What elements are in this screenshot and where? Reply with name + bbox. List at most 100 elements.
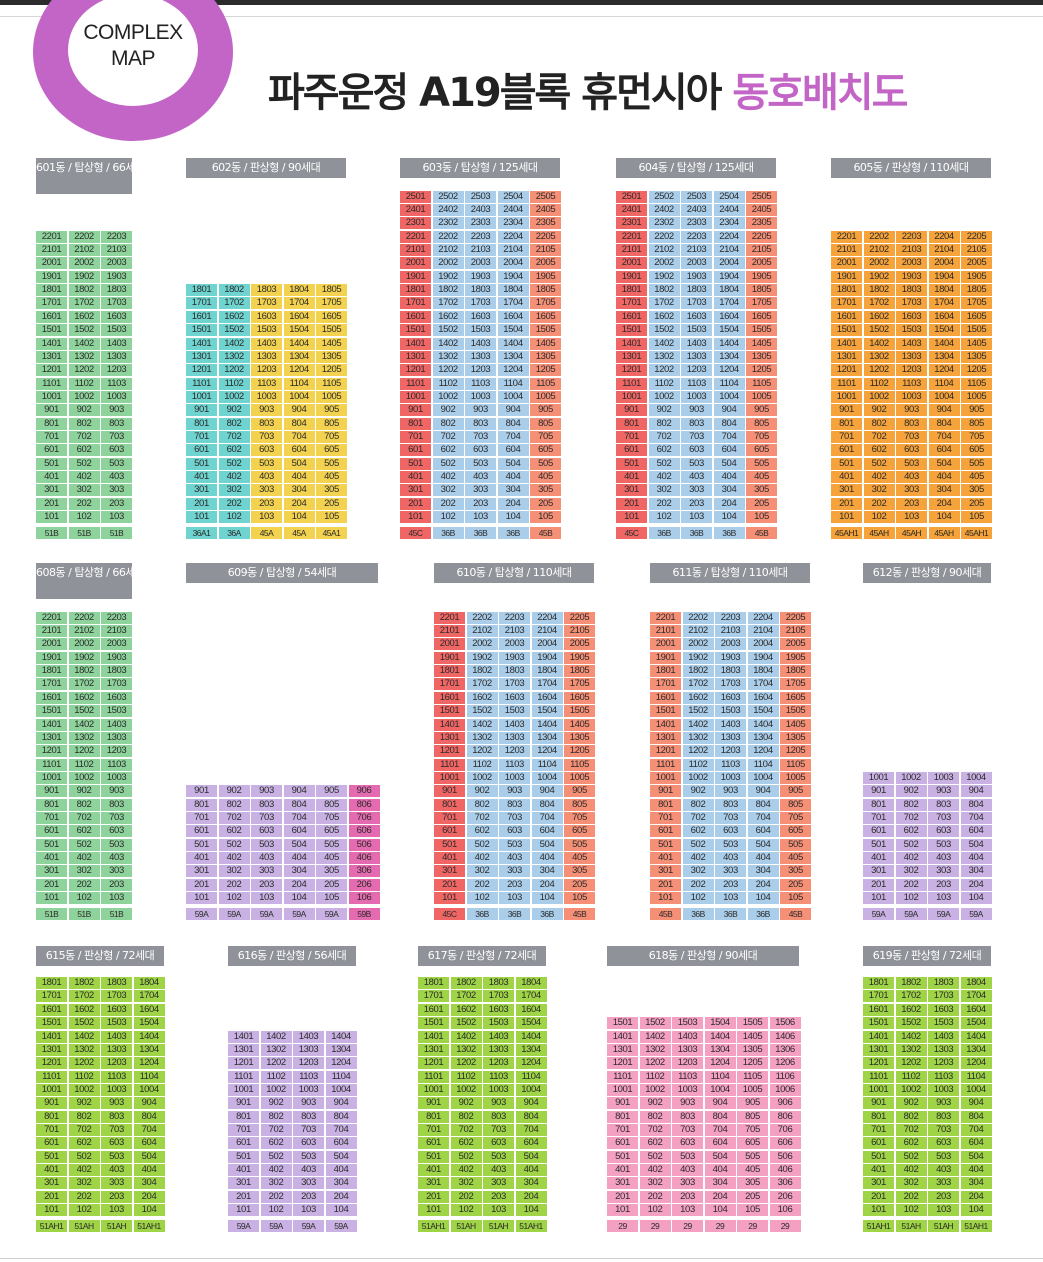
unit-cell: 1901 [36,270,67,283]
unit-cell: 1705 [316,297,347,310]
unit-cell: 2004 [497,257,529,270]
unit-cell: 102 [218,892,250,904]
unit-cell: 903 [928,1097,959,1110]
unit-cell: 905 [316,404,347,417]
unit-cell: 1003 [293,1083,324,1096]
unit-cell: 503 [928,1150,959,1163]
unit-cell: 1802 [68,284,100,297]
unit-cell: 1303 [101,350,132,363]
unit-cell: 1502 [450,1017,482,1030]
unit-cell: 2201 [36,611,67,624]
unit-cell: 601 [863,825,894,838]
unit-cell: 1404 [747,718,779,731]
unit-cell: 202 [450,1190,482,1203]
unit-cell: 905 [564,785,595,798]
unit-cell: 1903 [101,651,132,664]
unit-cell: 805 [530,417,561,430]
unit-cell: 1703 [101,297,132,310]
unit-cell: 102 [260,1204,292,1216]
unit-cell: 502 [68,1150,100,1163]
unit-cell: 202 [863,497,895,510]
unit-cell: 701 [186,811,217,824]
unit-cell: 1702 [432,297,464,310]
unit-cell: 1203 [101,364,132,377]
unit-cell: 1404 [704,1030,736,1043]
unit-cell: 303 [896,484,927,497]
unit-cell: 1202 [260,1057,292,1070]
unit-cell: 1303 [896,350,927,363]
unit-cell: 1004 [960,771,992,784]
unit-cell: 1203 [681,364,712,377]
unit-cell: 2001 [831,257,862,270]
unit-cell: 1002 [895,1083,927,1096]
unit-cell: 102 [68,892,100,904]
unit-cell: 2204 [713,230,745,243]
unit-cell: 302 [218,484,250,497]
unit-cell: 1201 [434,745,465,758]
unit-type-label: 36B [747,908,779,920]
unit-cell: 1901 [650,651,681,664]
unit-type-label: 59A [928,908,959,920]
unit-cell: 1003 [499,771,530,784]
unit-cell: 2104 [928,244,960,256]
unit-cell: 1702 [895,990,927,1003]
unit-cell: 105 [316,511,347,523]
unit-cell: 805 [316,417,347,430]
unit-cell: 901 [831,404,862,417]
unit-cell: 501 [863,838,894,851]
unit-cell: 1003 [896,390,927,403]
unit-cell: 1904 [713,270,745,283]
unit-cell: 802 [895,798,927,811]
unit-cell: 1602 [68,691,100,704]
unit-cell: 603 [293,1137,324,1150]
unit-cell: 2103 [896,244,927,256]
unit-cell: 1603 [101,1003,132,1016]
unit-cell: 701 [186,430,217,443]
unit-cell: 204 [325,1190,357,1203]
unit-cell: 601 [36,825,67,838]
unit-cell: 2103 [101,625,132,637]
unit-cell: 302 [682,865,714,878]
unit-cell: 605 [564,825,595,838]
unit-cell: 1506 [769,1017,801,1030]
unit-type-label: 45A1 [316,527,347,539]
unit-cell: 2205 [746,230,777,243]
unit-cell: 1802 [450,977,482,989]
unit-cell: 1201 [228,1057,259,1070]
unit-cell: 2401 [616,203,647,216]
unit-type-label: 59A [293,1220,324,1232]
unit-cell: 501 [36,457,67,470]
unit-cell: 1101 [400,377,431,390]
unit-cell: 903 [251,404,282,417]
unit-cell: 1504 [497,324,529,337]
unit-cell: 902 [648,404,680,417]
unit-cell: 1302 [260,1043,292,1056]
unit-cell: 2305 [746,217,777,230]
unit-type-label: 51AH1 [418,1220,449,1232]
unit-cell: 104 [747,892,779,904]
unit-cell: 1003 [715,771,746,784]
complex-map-label: COMPLEX MAP [70,20,196,72]
unit-cell: 604 [325,1137,357,1150]
unit-cell: 804 [531,798,563,811]
unit-cell: 1904 [531,651,563,664]
unit-cell: 405 [530,470,561,483]
unit-cell: 504 [515,1150,547,1163]
unit-cell: 1601 [36,1003,67,1016]
unit-cell: 904 [283,404,315,417]
unit-cell: 903 [715,785,746,798]
unit-cell: 205 [316,497,347,510]
unit-cell: 303 [465,484,496,497]
unit-cell: 1601 [36,691,67,704]
unit-cell: 503 [465,457,496,470]
unit-cell: 602 [895,1137,927,1150]
unit-cell: 105 [564,892,595,904]
unit-cell: 304 [960,1177,992,1190]
unit-cell: 1801 [418,977,449,989]
unit-cell: 1003 [681,390,712,403]
unit-cell: 2005 [961,257,992,270]
unit-cell: 402 [68,1164,100,1176]
unit-cell: 1802 [68,977,100,989]
unit-cell: 705 [737,1123,768,1136]
unit-cell: 2203 [896,230,927,243]
